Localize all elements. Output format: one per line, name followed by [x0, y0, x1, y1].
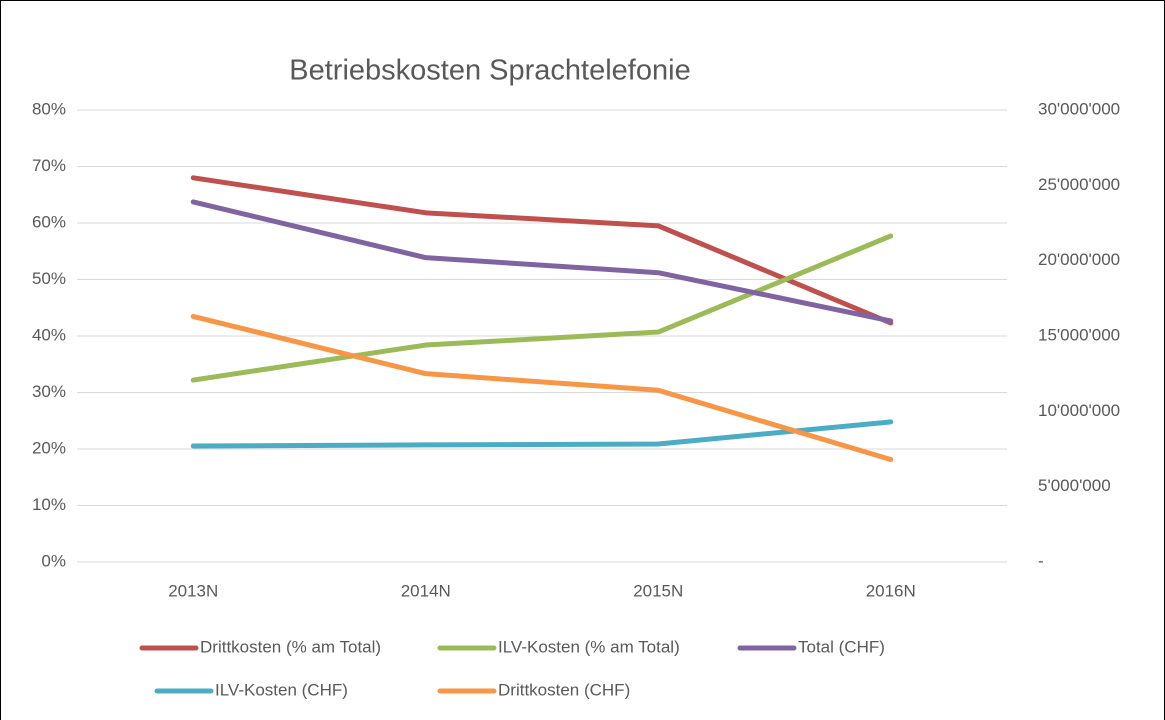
series-line: [190, 419, 894, 449]
y-tick-label: 70%: [32, 156, 66, 175]
legend-label: ILV-Kosten (% am Total): [498, 637, 680, 656]
y-tick-label: 0%: [41, 551, 66, 570]
y-tick-label: 60%: [32, 212, 66, 231]
series-line: [190, 233, 894, 383]
legend-label: ILV-Kosten (CHF): [215, 680, 348, 699]
y2-tick-label: 10'000'000: [1038, 401, 1120, 420]
legend-label: Total (CHF): [798, 637, 885, 656]
y-tick-label: 50%: [32, 269, 66, 288]
y2-tick-label: -: [1038, 551, 1044, 570]
x-tick-label: 2015N: [633, 581, 683, 600]
legend-label: Drittkosten (% am Total): [200, 637, 381, 656]
y2-tick-label: 25'000'000: [1038, 175, 1120, 194]
y2-tick-label: 30'000'000: [1038, 99, 1120, 118]
y2-tick-label: 15'000'000: [1038, 325, 1120, 344]
y-tick-label: 20%: [32, 438, 66, 457]
chart-title: Betriebskosten Sprachtelefonie: [289, 55, 690, 87]
x-tick-label: 2013N: [168, 581, 218, 600]
y-tick-label: 30%: [32, 382, 66, 401]
legend-label: Drittkosten (CHF): [498, 680, 630, 699]
y-tick-label: 40%: [32, 325, 66, 344]
x-tick-label: 2014N: [401, 581, 451, 600]
y2-tick-label: 20'000'000: [1038, 250, 1120, 269]
series-line: [190, 199, 894, 324]
series-line: [190, 175, 894, 326]
series-line: [190, 313, 894, 463]
y2-tick-label: 5'000'000: [1038, 476, 1111, 495]
y-tick-label: 80%: [32, 99, 66, 118]
x-tick-label: 2016N: [866, 581, 916, 600]
y-tick-label: 10%: [32, 495, 66, 514]
